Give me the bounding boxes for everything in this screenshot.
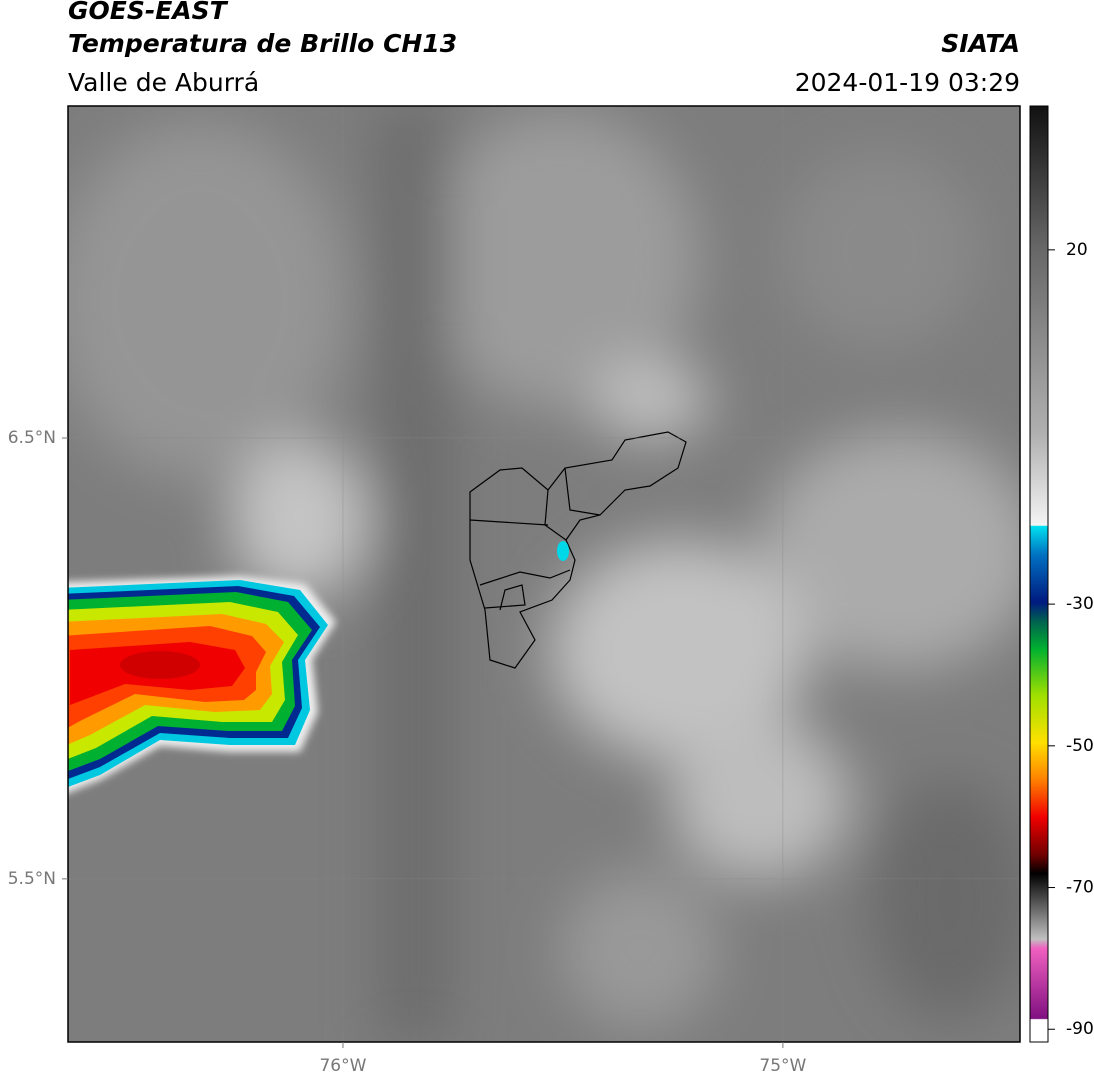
colorbar-tick-label: -90: [1066, 1019, 1094, 1039]
subtitle: Temperatura de Brillo CH13: [68, 29, 457, 58]
grid: [68, 106, 1020, 1042]
title: GOES-EAST: [68, 0, 229, 25]
timestamp: 2024-01-19 03:29: [795, 68, 1020, 97]
y-tick-label: 6.5°N: [8, 428, 56, 448]
colorbar-tick-label: -30: [1066, 594, 1094, 614]
storm-cell: [68, 576, 336, 793]
map-frame: [67, 105, 1021, 1043]
source: SIATA: [941, 29, 1020, 58]
cold-spot: [557, 541, 569, 561]
municipality-boundaries: [469, 431, 687, 669]
region: Valle de Aburrá: [68, 68, 259, 97]
x-tick-label: 76°W: [319, 1056, 366, 1076]
y-tick-label: 5.5°N: [8, 869, 56, 889]
x-tick-label: 75°W: [759, 1056, 806, 1076]
colorbar: [1029, 105, 1049, 1043]
colorbar-tick-label: -50: [1066, 736, 1094, 756]
colorbar-tick-label: 20: [1066, 240, 1088, 260]
colorbar-tick-label: -70: [1066, 878, 1094, 898]
satellite-image: [68, 106, 1020, 1042]
